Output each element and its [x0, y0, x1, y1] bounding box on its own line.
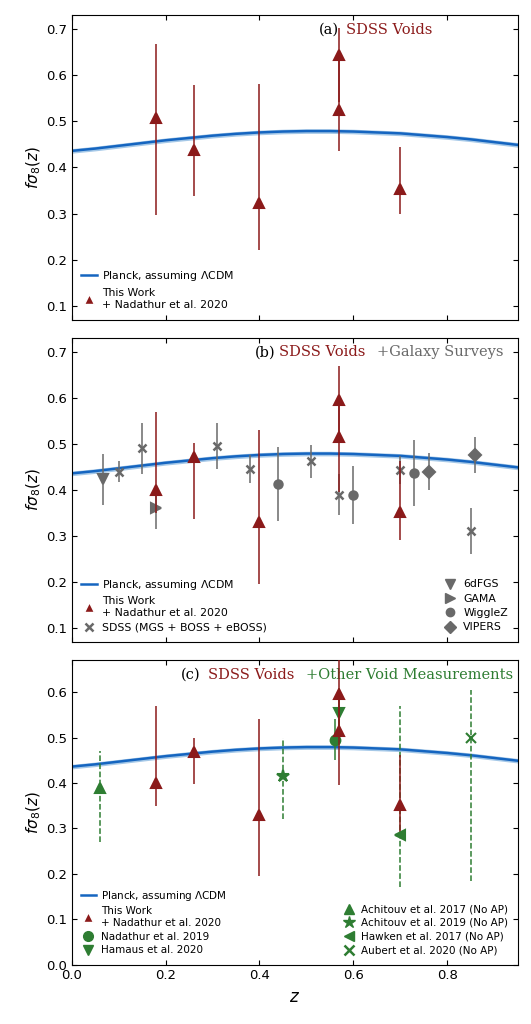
- Text: +Galaxy Surveys: +Galaxy Surveys: [377, 345, 504, 359]
- Legend: Planck, assuming $\Lambda$CDM, This Work
+ Nadathur et al. 2020: Planck, assuming $\Lambda$CDM, This Work…: [77, 264, 238, 314]
- Legend: 6dFGS, GAMA, WiggleZ, VIPERS: 6dFGS, GAMA, WiggleZ, VIPERS: [438, 575, 512, 637]
- X-axis label: $z$: $z$: [289, 988, 300, 1006]
- Text: (c): (c): [181, 668, 201, 682]
- Y-axis label: $f\sigma_8(z)$: $f\sigma_8(z)$: [24, 146, 43, 188]
- Y-axis label: $f\sigma_8(z)$: $f\sigma_8(z)$: [24, 792, 43, 834]
- Text: SDSS Voids: SDSS Voids: [279, 345, 365, 359]
- Text: SDSS Voids: SDSS Voids: [208, 668, 294, 682]
- Text: SDSS Voids: SDSS Voids: [346, 23, 432, 37]
- Legend: Achitouv et al. 2017 (No AP), Achitouv et al. 2019 (No AP), Hawken et al. 2017 (: Achitouv et al. 2017 (No AP), Achitouv e…: [337, 900, 512, 959]
- Text: (a): (a): [319, 23, 339, 37]
- Text: +Other Void Measurements: +Other Void Measurements: [306, 668, 513, 682]
- Y-axis label: $f\sigma_8(z)$: $f\sigma_8(z)$: [24, 469, 43, 511]
- Text: (b): (b): [254, 345, 275, 359]
